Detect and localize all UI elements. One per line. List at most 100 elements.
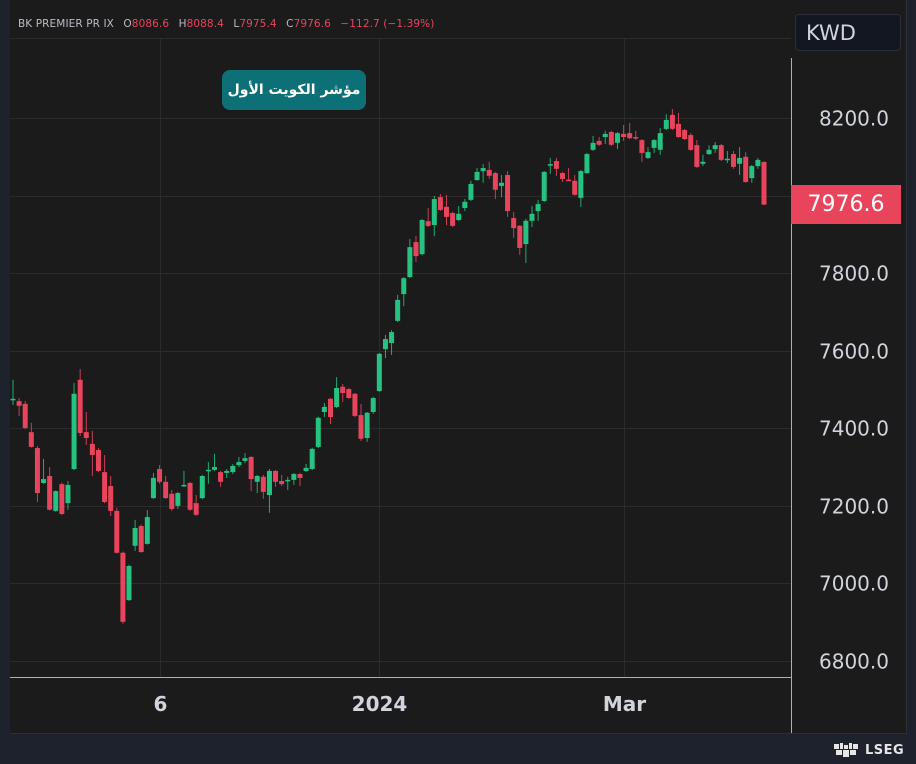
candle-down [633, 137, 639, 139]
candle-up [382, 339, 388, 350]
candle-down [682, 130, 688, 139]
candle-down [340, 386, 346, 393]
candle-up [389, 332, 395, 343]
candle-down [16, 401, 22, 406]
candle-down [102, 472, 108, 502]
candle-down [676, 123, 682, 138]
candle-down [89, 443, 95, 456]
candle-down [193, 503, 199, 515]
candle-up [578, 171, 584, 198]
candle-down [169, 493, 175, 509]
candle-down [566, 179, 572, 182]
candle-up [309, 448, 315, 470]
candle-down [694, 145, 700, 167]
candle-up [602, 133, 608, 138]
lseg-logo: LSEG [833, 742, 904, 758]
candle-up [53, 491, 59, 511]
candle-down [517, 225, 523, 248]
candle-up [529, 213, 535, 221]
candle-up [407, 247, 413, 278]
candle-up [224, 470, 230, 473]
candle-down [59, 484, 65, 515]
index-name-badge: مؤشر الكويت الأول [222, 70, 366, 110]
ohlc-legend: BK PREMIER PR IX O8086.6 H8088.4 L7975.4… [18, 18, 434, 30]
candle-down [273, 470, 279, 482]
candle-up [211, 467, 217, 470]
candle-up [175, 493, 181, 506]
candle-up [480, 168, 486, 172]
chart-panel: 8200.0 7800.0 7600.0 7400.0 7200.0 7000.0 6800… [10, 0, 907, 734]
candle-up [230, 465, 236, 473]
candle-up [285, 479, 291, 482]
candle-down [260, 476, 266, 492]
candle-down [425, 221, 431, 226]
candle-down [114, 510, 120, 553]
high-value: 8088.4 [186, 18, 224, 30]
candle-down [486, 169, 492, 176]
candlestick-chart[interactable]: 8200.0 7800.0 7600.0 7400.0 7200.0 7000.0 6800… [10, 0, 906, 733]
candle-down [444, 206, 450, 217]
candle-up [419, 220, 425, 255]
candle-up [431, 199, 437, 226]
candle-up [254, 475, 260, 482]
candle-up [303, 467, 309, 471]
y-tick-label: 7200.0 [819, 495, 889, 519]
candle-down [492, 173, 498, 190]
candle-up [395, 299, 401, 321]
candle-down [108, 486, 114, 511]
candle-up [712, 145, 718, 150]
candle-up [71, 393, 77, 470]
candle-up [181, 484, 187, 487]
candle-up [547, 164, 553, 166]
last-price-label: 7976.6 [791, 185, 901, 224]
candle-down [138, 526, 144, 553]
candle-up [236, 462, 242, 466]
candle-down [621, 133, 627, 138]
candle-down [627, 133, 633, 139]
currency-button[interactable]: KWD [795, 14, 901, 51]
high-label: H [178, 18, 187, 30]
y-tick-label: 7600.0 [819, 340, 889, 364]
candle-up [755, 159, 761, 167]
candle-up [706, 149, 712, 155]
candle-up [132, 527, 138, 546]
candle-up [651, 140, 657, 148]
candle-up [468, 183, 474, 200]
candle-up [663, 119, 669, 129]
candle-up [370, 398, 376, 412]
candle-up [474, 171, 480, 181]
x-tick-label: 2024 [352, 692, 408, 716]
candle-down [560, 173, 566, 179]
candle-down [413, 242, 419, 257]
lseg-logo-icon [834, 743, 858, 757]
candle-down [730, 154, 736, 167]
y-tick-label: 7000.0 [819, 572, 889, 596]
candle-down [718, 145, 724, 160]
candle-up [584, 154, 590, 174]
x-tick-label: 6 [154, 692, 168, 716]
candle-down [743, 156, 749, 182]
candle-down [505, 175, 511, 212]
y-tick-label: 7800.0 [819, 262, 889, 286]
candle-down [95, 450, 101, 471]
candle-up [541, 171, 547, 202]
open-value: 8086.6 [131, 18, 170, 30]
y-tick-label: 6800.0 [819, 650, 889, 674]
candle-up [376, 353, 382, 392]
candle-up [364, 412, 370, 438]
candle-up [126, 565, 132, 601]
candle-up [315, 417, 321, 447]
candle-up [456, 213, 462, 221]
candle-up [205, 469, 211, 472]
candle-down [248, 456, 254, 480]
change-percent: (−1.39%) [383, 18, 435, 30]
candle-down [346, 389, 352, 399]
candle-down [34, 448, 40, 494]
candle-down [596, 140, 602, 145]
candle-up [523, 220, 529, 245]
candle-up [590, 142, 596, 150]
candle-up [737, 157, 743, 164]
close-label: C [286, 18, 294, 30]
candle-down [163, 481, 169, 499]
candle-down [47, 475, 53, 510]
